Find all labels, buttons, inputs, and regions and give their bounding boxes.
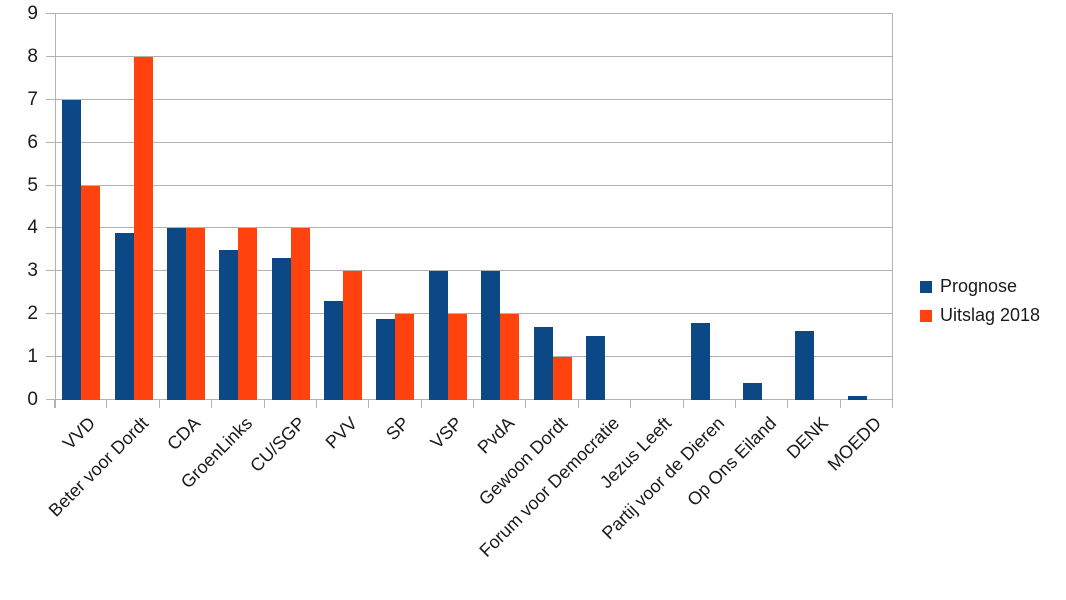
legend-item-prognose: Prognose [920, 276, 1040, 297]
x-axis-label-moedd: MOEDD [823, 413, 885, 475]
x-axis-label-cda: CDA [163, 413, 205, 455]
bar-uitslag-2018-vsp [447, 314, 467, 400]
x-axis-tick-2 [158, 400, 160, 408]
bar-uitslag-2018-cda [185, 228, 205, 400]
x-axis-label-vvd: VVD [59, 413, 100, 454]
x-axis-tick-5 [315, 400, 317, 408]
bar-uitslag-2018-vvd [81, 185, 101, 400]
bar-prognose-pvv [324, 301, 344, 400]
x-axis-label-vsp: VSP [426, 413, 466, 453]
legend-swatch-prognose [920, 280, 932, 293]
x-axis-label-beter-voor-dordt: Beter voor Dordt [44, 413, 152, 521]
y-axis-label-5: 5 [27, 174, 38, 196]
y-axis-label-4: 4 [27, 217, 38, 239]
bar-prognose-sp [376, 318, 396, 400]
gridline-y-2 [55, 313, 893, 315]
y-axis-label-9: 9 [27, 3, 38, 24]
bar-uitslag-2018-cu-sgp [290, 228, 310, 400]
y-axis-label-2: 2 [27, 303, 38, 325]
gridline-y-6 [55, 141, 893, 143]
y-axis-line [55, 14, 56, 408]
bar-prognose-op-ons-eiland [743, 382, 763, 400]
bar-prognose-vsp [428, 271, 448, 400]
y-axis-tick-3 [46, 270, 55, 272]
bar-prognose-cu-sgp [271, 258, 291, 400]
y-axis-tick-8 [46, 55, 55, 57]
legend: Prognose Uitslag 2018 [920, 276, 1040, 334]
bar-uitslag-2018-sp [395, 314, 415, 400]
x-axis-tick-0 [54, 400, 55, 408]
x-axis-tick-3 [211, 400, 213, 408]
legend-label-uitslag-2018: Uitslag 2018 [940, 305, 1041, 325]
bar-prognose-vvd [62, 99, 82, 400]
y-axis-label-6: 6 [27, 131, 38, 153]
y-axis-label-0: 0 [27, 389, 38, 410]
x-axis-tick-9 [525, 400, 527, 408]
legend-item-uitslag-2018: Uitslag 2018 [920, 305, 1040, 326]
y-axis-tick-0 [46, 399, 55, 400]
bar-prognose-beter-voor-dordt [114, 232, 134, 400]
y-axis-tick-4 [46, 227, 55, 229]
x-axis-tick-16 [892, 400, 893, 408]
x-axis-tick-10 [577, 400, 579, 408]
y-axis-tick-1 [46, 356, 55, 358]
gridline-y-4 [55, 227, 893, 229]
gridline-y-7 [55, 98, 893, 100]
bar-prognose-denk [795, 331, 815, 400]
x-axis-tick-13 [734, 400, 736, 408]
bar-uitslag-2018-pvv [343, 271, 363, 400]
bar-prognose-pvda [481, 271, 501, 400]
gridline-y-0 [55, 399, 893, 400]
y-axis-label-3: 3 [27, 260, 38, 282]
bar-prognose-gewoon-dordt [533, 327, 553, 400]
y-axis-label-8: 8 [27, 45, 38, 67]
y-axis-tick-2 [46, 313, 55, 315]
x-axis-tick-12 [682, 400, 684, 408]
y-axis-tick-7 [46, 98, 55, 100]
gridline-y-5 [55, 184, 893, 186]
bar-uitslag-2018-pvda [500, 314, 520, 400]
x-axis-tick-1 [106, 400, 108, 408]
y-axis-tick-6 [46, 141, 55, 143]
y-axis-tick-9 [46, 13, 55, 14]
x-axis-tick-15 [839, 400, 841, 408]
plot-right-border [892, 14, 893, 400]
y-axis-label-1: 1 [27, 346, 38, 368]
gridline-y-9 [55, 13, 893, 14]
y-axis-label-7: 7 [27, 88, 38, 110]
x-axis-tick-6 [368, 400, 370, 408]
x-axis-tick-11 [630, 400, 632, 408]
bar-prognose-cda [166, 228, 186, 400]
x-axis-tick-4 [263, 400, 265, 408]
x-axis-label-cu-sgp: CU/SGP [245, 413, 309, 476]
x-axis-tick-14 [787, 400, 789, 408]
bar-prognose-moedd [847, 395, 867, 400]
x-axis-tick-7 [420, 400, 422, 408]
legend-swatch-uitslag-2018 [920, 309, 932, 322]
bar-uitslag-2018-beter-voor-dordt [133, 56, 153, 400]
x-axis-tick-8 [473, 400, 474, 408]
x-axis-label-sp: SP [382, 413, 414, 445]
y-axis-tick-5 [46, 184, 55, 186]
bar-uitslag-2018-gewoon-dordt [552, 357, 572, 400]
x-axis-label-pvda: PvdA [473, 413, 519, 458]
bar-uitslag-2018-groenlinks [238, 228, 258, 400]
x-axis-label-pvv: PVV [321, 413, 362, 453]
bar-prognose-partij-voor-de-dieren [690, 322, 710, 400]
bar-prognose-groenlinks [219, 249, 239, 400]
legend-label-prognose: Prognose [940, 276, 1018, 296]
gridline-y-3 [55, 270, 893, 272]
bar-prognose-forum-voor-democratie [585, 335, 605, 400]
gridline-y-8 [55, 55, 893, 57]
gridline-y-1 [55, 356, 893, 358]
x-axis-label-denk: DENK [783, 413, 833, 463]
